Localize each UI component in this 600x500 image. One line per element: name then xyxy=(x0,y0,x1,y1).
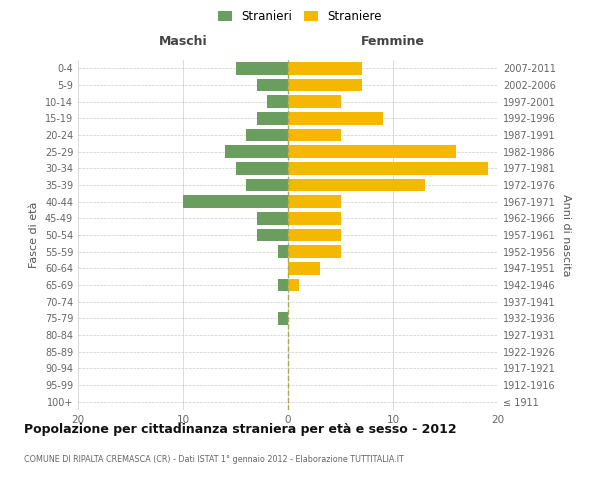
Bar xyxy=(277,279,288,291)
Bar xyxy=(288,129,341,141)
Bar xyxy=(288,179,425,192)
Text: Maschi: Maschi xyxy=(158,36,208,49)
Legend: Stranieri, Straniere: Stranieri, Straniere xyxy=(213,5,387,28)
Bar xyxy=(257,79,288,92)
Bar xyxy=(257,229,288,241)
Bar xyxy=(277,246,288,258)
Bar xyxy=(246,179,288,192)
Bar xyxy=(288,162,487,174)
Bar xyxy=(235,162,288,174)
Text: Femmine: Femmine xyxy=(361,36,425,49)
Bar xyxy=(288,212,341,224)
Text: COMUNE DI RIPALTA CREMASCA (CR) - Dati ISTAT 1° gennaio 2012 - Elaborazione TUTT: COMUNE DI RIPALTA CREMASCA (CR) - Dati I… xyxy=(24,455,404,464)
Bar xyxy=(267,96,288,108)
Bar xyxy=(288,229,341,241)
Bar xyxy=(277,312,288,324)
Y-axis label: Fasce di età: Fasce di età xyxy=(29,202,39,268)
Bar xyxy=(288,279,299,291)
Bar xyxy=(257,212,288,224)
Bar xyxy=(288,96,341,108)
Bar xyxy=(288,146,456,158)
Bar xyxy=(257,112,288,124)
Bar xyxy=(225,146,288,158)
Bar xyxy=(288,112,383,124)
Bar xyxy=(288,79,361,92)
Bar xyxy=(288,262,320,274)
Bar xyxy=(246,129,288,141)
Text: Popolazione per cittadinanza straniera per età e sesso - 2012: Popolazione per cittadinanza straniera p… xyxy=(24,422,457,436)
Bar xyxy=(183,196,288,208)
Bar xyxy=(288,62,361,74)
Bar xyxy=(288,196,341,208)
Y-axis label: Anni di nascita: Anni di nascita xyxy=(561,194,571,276)
Bar xyxy=(235,62,288,74)
Bar xyxy=(288,246,341,258)
